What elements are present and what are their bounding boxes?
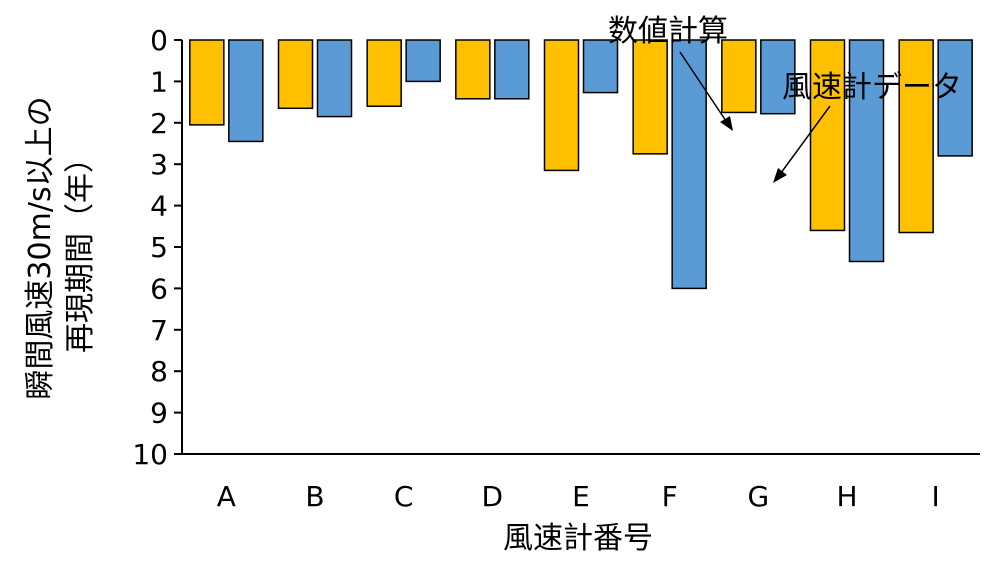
x-tick-label-B: B — [305, 480, 324, 513]
annotation-arrowhead-numerical — [720, 116, 733, 131]
y-tick-label: 0 — [150, 24, 168, 57]
y-tick-label: 5 — [150, 231, 168, 264]
annotation-arrowhead-anemometer — [773, 168, 787, 183]
y-tick-label: 9 — [150, 397, 168, 430]
y-axis-label: 瞬間風速30m/s以上の 再現期間（年） — [23, 96, 98, 399]
bar-numerical-F — [632, 39, 668, 155]
bar-numerical-E — [543, 39, 580, 172]
bar-anemometer-H — [848, 39, 885, 263]
bar-anemometer-C — [405, 39, 441, 83]
y-tick-label: 2 — [150, 107, 168, 140]
x-tick-label-A: A — [217, 480, 236, 513]
y-axis-label-line1: 瞬間風速30m/s以上の — [23, 96, 58, 399]
annotation-arrow-numerical — [679, 51, 731, 128]
y-tick-label: 6 — [150, 272, 168, 305]
annotation-arrow-anemometer — [777, 105, 831, 178]
annotation-numerical: 数値計算 — [608, 14, 728, 49]
bar-anemometer-E — [582, 39, 619, 94]
x-axis-categories: A B C D E F G H I — [217, 480, 940, 513]
bar-numerical-A — [189, 39, 225, 126]
bar-numerical-D — [455, 39, 491, 100]
bar-anemometer-D — [494, 39, 530, 100]
bar-numerical-B — [277, 39, 314, 110]
x-tick-label-H: H — [836, 480, 857, 513]
bar-anemometer-I — [937, 39, 973, 157]
bars — [189, 39, 973, 290]
bar-numerical-I — [898, 39, 934, 234]
y-tick-label: 1 — [150, 65, 168, 98]
y-tick-label: 7 — [150, 314, 168, 347]
annotation-anemometer: 風速計データ — [782, 70, 962, 105]
y-axis-ticks: 0 1 2 3 4 5 6 7 8 9 10 — [132, 24, 182, 471]
y-tick-label: 10 — [132, 438, 168, 471]
bar-anemometer-G — [760, 39, 796, 115]
x-tick-label-C: C — [394, 480, 414, 513]
x-tick-label-I: I — [932, 480, 940, 513]
y-axis-label-line2: 再現期間（年） — [63, 143, 98, 353]
bar-numerical-C — [366, 39, 402, 107]
bar-anemometer-B — [316, 39, 353, 118]
bar-numerical-G — [721, 39, 757, 114]
y-tick-label: 8 — [150, 355, 168, 388]
bar-anemometer-A — [228, 39, 264, 143]
x-tick-label-F: F — [662, 480, 678, 513]
x-tick-label-D: D — [482, 480, 504, 513]
x-axis-label: 風速計番号 — [503, 521, 653, 556]
bar-anemometer-F — [671, 39, 707, 290]
x-tick-label-E: E — [572, 480, 590, 513]
y-tick-label: 4 — [150, 190, 168, 223]
x-tick-label-G: G — [747, 480, 769, 513]
bar-numerical-H — [809, 39, 846, 232]
y-tick-label: 3 — [150, 148, 168, 181]
